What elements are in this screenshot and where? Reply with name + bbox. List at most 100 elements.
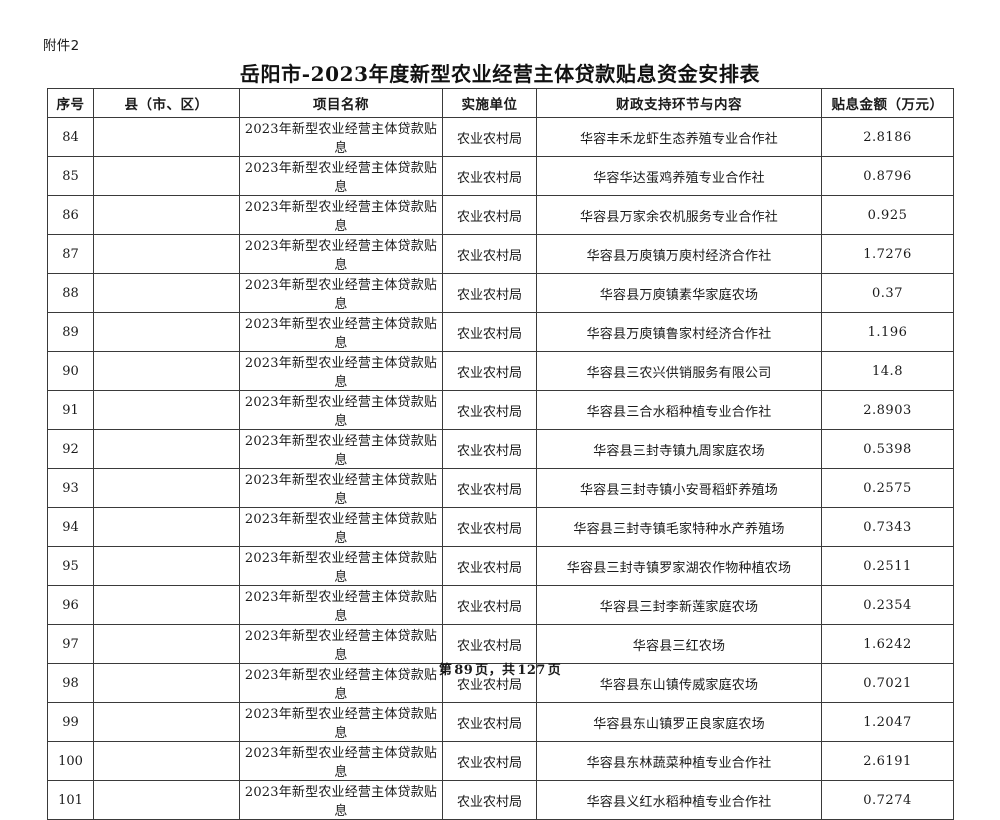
cell-project: 2023年新型农业经营主体贷款贴息 <box>239 546 443 586</box>
cell-index: 86 <box>47 195 94 235</box>
cell-amount: 1.2047 <box>821 702 954 742</box>
cell-amount: 0.925 <box>821 195 954 235</box>
column-header-project: 项目名称 <box>239 88 443 118</box>
table-row: 101 2023年新型农业经营主体贷款贴息 农业农村局 华容县义红水稻种植专业合作社 0… <box>47 780 954 820</box>
cell-project: 2023年新型农业经营主体贷款贴息 <box>239 312 443 352</box>
table-row: 89 2023年新型农业经营主体贷款贴息 农业农村局 华容县万庾镇鲁家村经济合作社 1.… <box>47 312 954 352</box>
cell-amount: 14.8 <box>821 351 954 391</box>
cell-unit: 农业农村局 <box>442 429 537 469</box>
cell-unit: 农业农村局 <box>442 507 537 547</box>
table-row: 93 2023年新型农业经营主体贷款贴息 农业农村局 华容县三封寺镇小安哥稻虾养殖场 0… <box>47 468 954 508</box>
cell-amount: 0.2511 <box>821 546 954 586</box>
footer-prefix: 第 <box>438 663 453 678</box>
cell-content: 华容县万庾镇素华家庭农场 <box>536 273 822 313</box>
cell-index: 100 <box>47 741 94 781</box>
cell-amount: 1.196 <box>821 312 954 352</box>
footer-current-page: 89 <box>454 663 474 678</box>
cell-index: 95 <box>47 546 94 586</box>
cell-county <box>93 234 240 274</box>
cell-county <box>93 312 240 352</box>
cell-county <box>93 273 240 313</box>
cell-county <box>93 702 240 742</box>
cell-county <box>93 195 240 235</box>
cell-unit: 农业农村局 <box>442 741 537 781</box>
table-row: 90 2023年新型农业经营主体贷款贴息 农业农村局 华容县三农兴供销服务有限公司 14… <box>47 351 954 391</box>
cell-county <box>93 429 240 469</box>
cell-unit: 农业农村局 <box>442 663 537 703</box>
table-row: 100 2023年新型农业经营主体贷款贴息 农业农村局 华容县东林蔬菜种植专业合作社 2… <box>47 741 954 781</box>
cell-county <box>93 117 240 157</box>
table-row: 97 2023年新型农业经营主体贷款贴息 农业农村局 华容县三红农场 1.6242 <box>47 624 954 664</box>
cell-unit: 农业农村局 <box>442 234 537 274</box>
cell-county <box>93 468 240 508</box>
cell-amount: 0.7021 <box>821 663 954 703</box>
cell-index: 98 <box>47 663 94 703</box>
cell-unit: 农业农村局 <box>442 195 537 235</box>
cell-county <box>93 546 240 586</box>
cell-project: 2023年新型农业经营主体贷款贴息 <box>239 741 443 781</box>
cell-project: 2023年新型农业经营主体贷款贴息 <box>239 780 443 820</box>
cell-unit: 农业农村局 <box>442 312 537 352</box>
cell-amount: 0.37 <box>821 273 954 313</box>
cell-content: 华容县三合水稻种植专业合作社 <box>536 390 822 430</box>
cell-unit: 农业农村局 <box>442 117 537 157</box>
cell-county <box>93 741 240 781</box>
cell-index: 99 <box>47 702 94 742</box>
cell-project: 2023年新型农业经营主体贷款贴息 <box>239 429 443 469</box>
cell-county <box>93 507 240 547</box>
cell-content: 华容县三封李新莲家庭农场 <box>536 585 822 625</box>
cell-project: 2023年新型农业经营主体贷款贴息 <box>239 273 443 313</box>
cell-project: 2023年新型农业经营主体贷款贴息 <box>239 117 443 157</box>
cell-amount: 1.7276 <box>821 234 954 274</box>
table-row: 88 2023年新型农业经营主体贷款贴息 农业农村局 华容县万庾镇素华家庭农场 0.37 <box>47 273 954 313</box>
cell-amount: 0.7274 <box>821 780 954 820</box>
table-row: 91 2023年新型农业经营主体贷款贴息 农业农村局 华容县三合水稻种植专业合作社 2.… <box>47 390 954 430</box>
cell-index: 96 <box>47 585 94 625</box>
attachment-label: 附件2 <box>43 38 80 54</box>
page-title: 岳阳市-2023年度新型农业经营主体贷款贴息资金安排表 <box>239 62 761 86</box>
cell-county <box>93 585 240 625</box>
cell-project: 2023年新型农业经营主体贷款贴息 <box>239 351 443 391</box>
cell-project: 2023年新型农业经营主体贷款贴息 <box>239 234 443 274</box>
cell-unit: 农业农村局 <box>442 546 537 586</box>
cell-amount: 0.5398 <box>821 429 954 469</box>
cell-county <box>93 780 240 820</box>
cell-content: 华容县三封寺镇毛家特种水产养殖场 <box>536 507 822 547</box>
cell-content: 华容县东山镇罗正良家庭农场 <box>536 702 822 742</box>
cell-content: 华容县义红水稻种植专业合作社 <box>536 780 822 820</box>
footer-middle: 页，共 <box>475 663 516 678</box>
cell-amount: 1.6242 <box>821 624 954 664</box>
cell-unit: 农业农村局 <box>442 585 537 625</box>
cell-content: 华容县三农兴供销服务有限公司 <box>536 351 822 391</box>
cell-unit: 农业农村局 <box>442 780 537 820</box>
table-header: 序号 县（市、区） 项目名称 实施单位 财政支持环节与内容 贴息金额（万元） <box>47 88 954 118</box>
table-body: 84 2023年新型农业经营主体贷款贴息 农业农村局 华容丰禾龙虾生态养殖专业合作社 2… <box>47 117 954 820</box>
cell-index: 93 <box>47 468 94 508</box>
cell-content: 华容县万庾镇鲁家村经济合作社 <box>536 312 822 352</box>
table-row: 94 2023年新型农业经营主体贷款贴息 农业农村局 华容县三封寺镇毛家特种水产养殖场… <box>47 507 954 547</box>
cell-content: 华容县三封寺镇罗家湖农作物种植农场 <box>536 546 822 586</box>
cell-project: 2023年新型农业经营主体贷款贴息 <box>239 663 443 703</box>
cell-index: 94 <box>47 507 94 547</box>
cell-content: 华容县三红农场 <box>536 624 822 664</box>
cell-project: 2023年新型农业经营主体贷款贴息 <box>239 390 443 430</box>
footer-total-pages: 127 <box>517 663 546 678</box>
table-row: 99 2023年新型农业经营主体贷款贴息 农业农村局 华容县东山镇罗正良家庭农场 1.2… <box>47 702 954 742</box>
cell-unit: 农业农村局 <box>442 156 537 196</box>
document-page: 附件2 岳阳市-2023年度新型农业经营主体贷款贴息资金安排表 序号 县（市、区… <box>43 38 954 820</box>
cell-index: 97 <box>47 624 94 664</box>
cell-index: 101 <box>47 780 94 820</box>
cell-index: 92 <box>47 429 94 469</box>
cell-project: 2023年新型农业经营主体贷款贴息 <box>239 468 443 508</box>
table-row: 87 2023年新型农业经营主体贷款贴息 农业农村局 华容县万庾镇万庾村经济合作社 1.… <box>47 234 954 274</box>
cell-index: 89 <box>47 312 94 352</box>
cell-index: 87 <box>47 234 94 274</box>
cell-county <box>93 624 240 664</box>
table-row: 85 2023年新型农业经营主体贷款贴息 农业农村局 华容华达蛋鸡养殖专业合作社 0.8… <box>47 156 954 196</box>
cell-project: 2023年新型农业经营主体贷款贴息 <box>239 702 443 742</box>
cell-unit: 农业农村局 <box>442 624 537 664</box>
cell-index: 90 <box>47 351 94 391</box>
column-header-index: 序号 <box>47 88 94 118</box>
cell-index: 85 <box>47 156 94 196</box>
cell-index: 88 <box>47 273 94 313</box>
